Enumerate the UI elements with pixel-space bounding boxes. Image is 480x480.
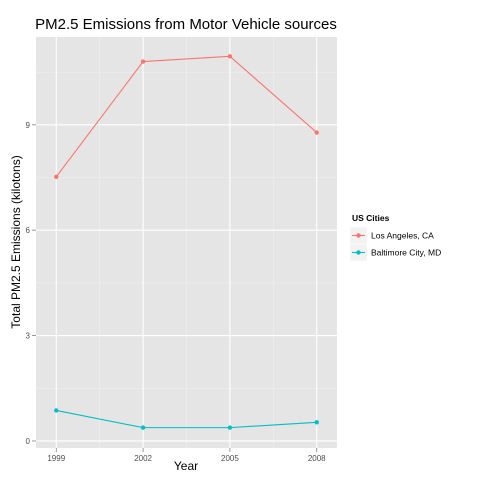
y-tick-label: 0 [26, 437, 31, 446]
y-axis-title: Total PM2.5 Emissions (kilotons) [9, 155, 23, 328]
series-line-0 [55, 55, 318, 178]
legend-key-point [356, 250, 361, 255]
data-point [227, 54, 233, 59]
data-point [227, 425, 233, 430]
data-point [140, 59, 146, 64]
series-layer [54, 54, 319, 430]
legend-label-0: Los Angeles, CA [371, 231, 434, 241]
major-gridlines [36, 37, 337, 448]
data-point [54, 174, 59, 180]
x-tick-label: 2005 [221, 454, 239, 463]
x-axis-title: Year [174, 459, 198, 473]
x-tick-label: 2008 [308, 454, 326, 463]
minor-gridlines [36, 37, 337, 448]
y-tick-label: 9 [26, 121, 31, 130]
legend: US Cities Los Angeles, CA Baltimore City,… [349, 213, 441, 262]
legend-key-point [356, 233, 361, 238]
chart-title: PM2.5 Emissions from Motor Vehicle sourc… [35, 16, 337, 33]
legend-title: US Cities [352, 213, 390, 223]
data-point [314, 420, 319, 425]
data-point [140, 425, 146, 430]
y-tick-label: 6 [26, 226, 31, 235]
data-point [54, 408, 59, 413]
y-tick-label: 3 [26, 332, 31, 341]
axis-ticks: 0 3 6 9 1999 2002 2005 2008 [26, 121, 327, 463]
data-point [314, 130, 319, 135]
series-line-1 [56, 409, 317, 429]
x-tick-label: 2002 [134, 454, 152, 463]
x-tick-label: 1999 [47, 454, 65, 463]
legend-label-1: Baltimore City, MD [371, 248, 441, 258]
